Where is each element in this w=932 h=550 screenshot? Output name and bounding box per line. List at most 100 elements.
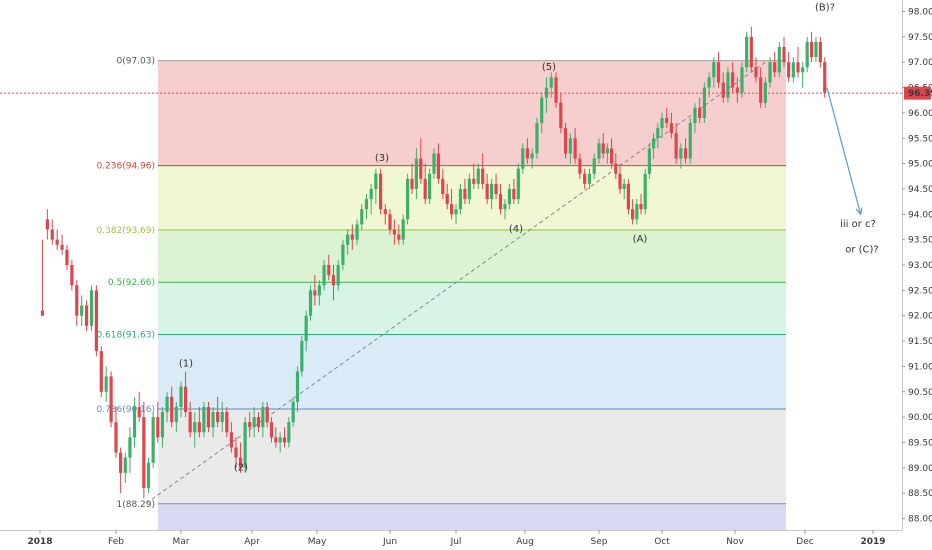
candle bbox=[419, 138, 423, 184]
candle-body bbox=[423, 178, 427, 200]
candle-body bbox=[308, 290, 313, 316]
candle bbox=[287, 417, 291, 448]
candle-body bbox=[410, 178, 414, 189]
candle-body bbox=[626, 183, 630, 210]
candle bbox=[269, 417, 274, 443]
candle bbox=[160, 406, 165, 448]
candle bbox=[331, 265, 336, 301]
candle bbox=[436, 143, 440, 184]
x-axis[interactable]: 2018 Feb Mar Apr May Jun Jul Aug Sep Oct Nov Dec 201… bbox=[0, 530, 932, 550]
candle bbox=[243, 417, 247, 473]
candle bbox=[197, 406, 201, 438]
projection-arrow-shaft bbox=[826, 87, 862, 215]
y-tick-label: 92.00 bbox=[908, 312, 932, 322]
candle bbox=[530, 148, 534, 169]
candle bbox=[322, 259, 326, 291]
candle-body bbox=[540, 97, 544, 124]
candle bbox=[216, 396, 220, 428]
x-tick-label: Oct bbox=[654, 537, 670, 547]
candle-body bbox=[238, 457, 243, 468]
candle bbox=[768, 57, 772, 88]
x-tick-label: Jun bbox=[382, 537, 397, 547]
candle-body bbox=[291, 401, 295, 423]
candle-body bbox=[592, 158, 596, 174]
candle-body bbox=[225, 412, 229, 433]
candle bbox=[573, 128, 577, 164]
wave-label: or (C)? bbox=[845, 244, 879, 255]
candle-body bbox=[123, 457, 127, 473]
candle-body bbox=[587, 173, 592, 184]
candle bbox=[721, 72, 725, 103]
candle-body bbox=[735, 87, 739, 93]
candle bbox=[809, 31, 814, 63]
candle-body bbox=[549, 77, 553, 88]
candle bbox=[818, 36, 822, 68]
fib-band bbox=[158, 408, 786, 504]
candle-body bbox=[583, 173, 587, 184]
candle bbox=[450, 188, 454, 220]
candle bbox=[295, 366, 300, 413]
candle bbox=[410, 163, 414, 195]
candle bbox=[498, 183, 503, 215]
candle-body bbox=[89, 290, 94, 326]
y-tick-label: 95.50 bbox=[908, 134, 932, 144]
candle bbox=[165, 391, 169, 423]
candle bbox=[55, 229, 59, 250]
candle bbox=[626, 178, 630, 215]
candle bbox=[805, 36, 809, 73]
candle bbox=[265, 401, 269, 428]
y-tick-label: 89.00 bbox=[908, 464, 932, 474]
candle-body bbox=[99, 351, 103, 392]
candle bbox=[618, 163, 622, 195]
candle bbox=[350, 224, 354, 250]
candle-body bbox=[763, 82, 767, 103]
candle bbox=[248, 412, 252, 438]
candle bbox=[525, 138, 529, 164]
candle bbox=[801, 62, 805, 88]
candle bbox=[731, 62, 735, 93]
candle bbox=[132, 396, 137, 448]
candle bbox=[454, 204, 458, 225]
candle-body bbox=[282, 437, 287, 443]
x-tick-label: Jul bbox=[450, 537, 462, 547]
candle-body bbox=[782, 46, 786, 63]
candle-body bbox=[243, 422, 247, 468]
candle-body bbox=[679, 148, 683, 159]
candle bbox=[317, 280, 321, 306]
candle-body bbox=[317, 285, 321, 296]
candle bbox=[467, 173, 471, 205]
candle bbox=[234, 437, 238, 468]
candle-body bbox=[450, 204, 454, 215]
x-tick-label: 2019 bbox=[860, 537, 885, 547]
candle bbox=[763, 77, 767, 108]
candle-body bbox=[156, 417, 160, 438]
candle bbox=[823, 57, 827, 98]
candle-body bbox=[256, 417, 261, 428]
candle-body bbox=[287, 422, 291, 443]
candle bbox=[94, 285, 98, 357]
candle bbox=[99, 346, 103, 397]
candle-body bbox=[721, 82, 725, 98]
candle bbox=[782, 36, 786, 68]
candle bbox=[256, 412, 261, 433]
candle-body bbox=[512, 188, 516, 200]
candle bbox=[313, 275, 317, 306]
candle bbox=[114, 406, 118, 458]
candle bbox=[749, 26, 753, 73]
candle bbox=[587, 168, 592, 189]
candle bbox=[327, 254, 331, 281]
candle bbox=[300, 335, 304, 377]
candle-body bbox=[688, 123, 692, 159]
fib-band bbox=[158, 334, 786, 409]
wave-label: (1) bbox=[179, 358, 193, 369]
candle-body bbox=[383, 209, 387, 215]
y-axis[interactable]: 88.00 88.50 89.00 89.50 90.00 90.50 91.00 91.50… bbox=[902, 0, 932, 530]
candle bbox=[291, 396, 295, 428]
candle-body bbox=[578, 158, 582, 174]
fib-level-label: 0.5(92.66) bbox=[108, 278, 155, 288]
candle-body bbox=[801, 67, 805, 73]
candle bbox=[397, 224, 401, 245]
candle bbox=[252, 406, 256, 438]
x-tick-label: Dec bbox=[796, 537, 813, 547]
